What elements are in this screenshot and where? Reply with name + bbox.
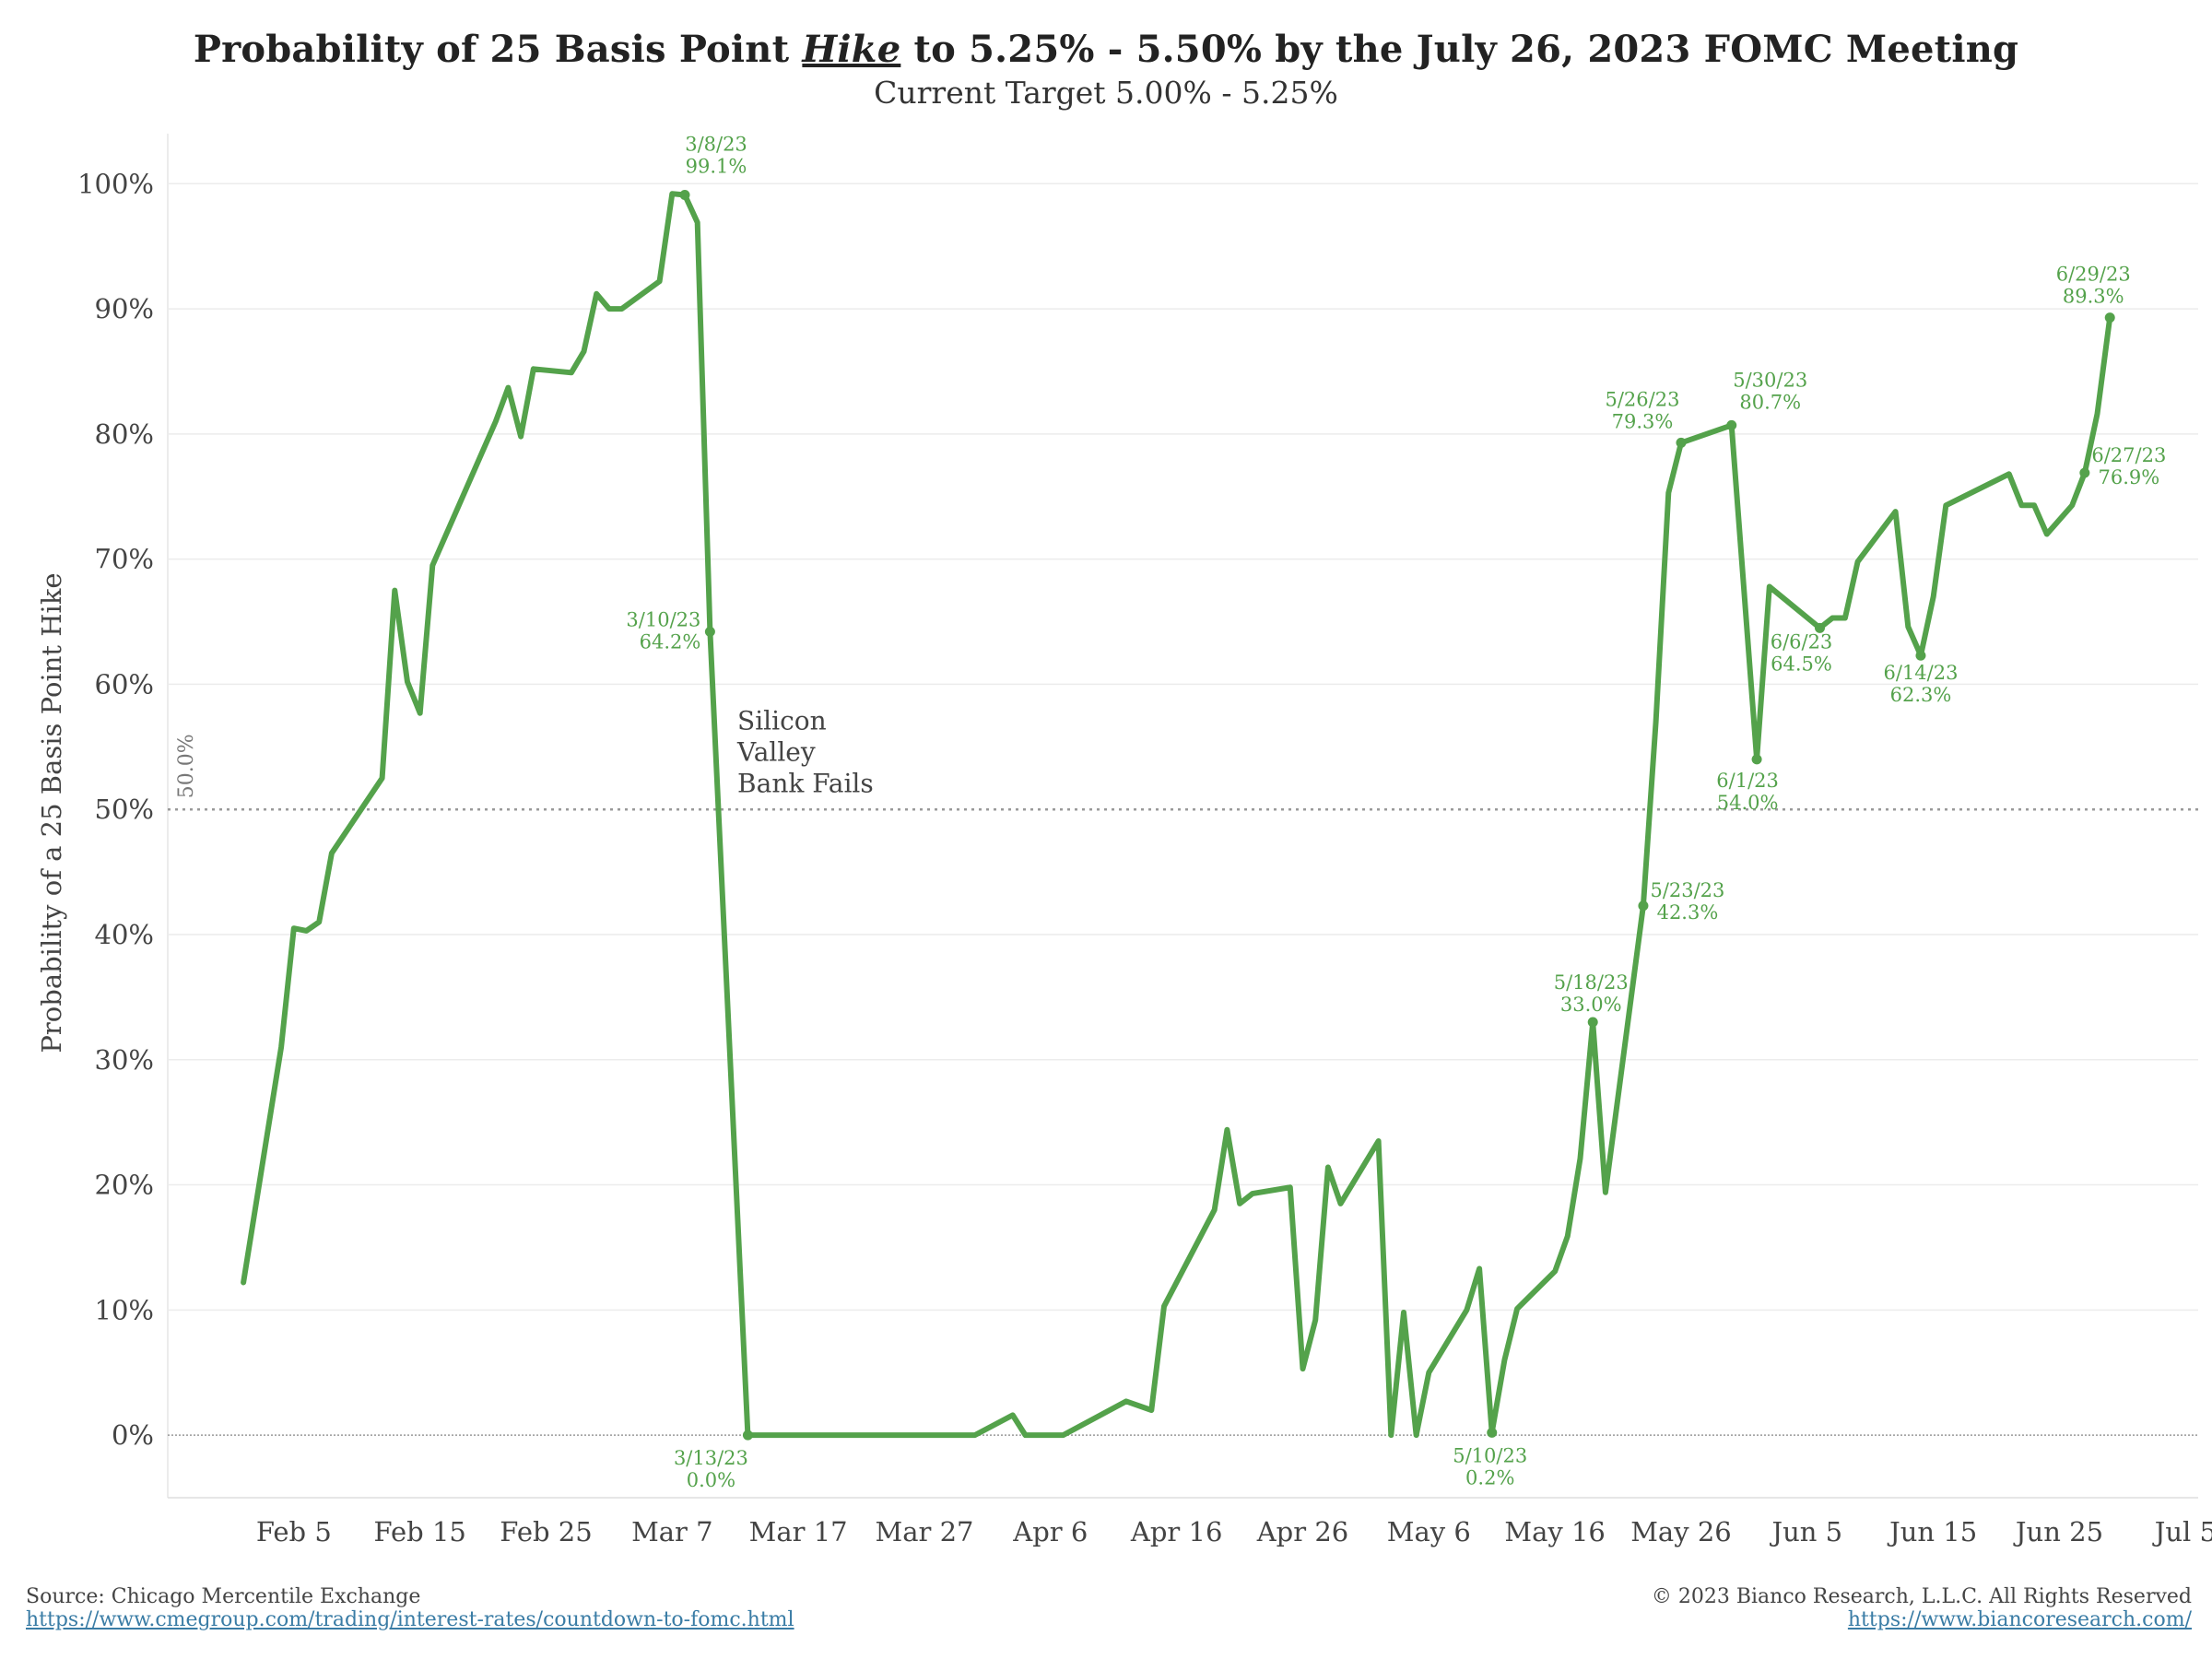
footer-copyright: © 2023 Bianco Research, L.L.C. All Right… <box>1652 1585 2192 1631</box>
line-layer <box>241 191 2113 1439</box>
x-tick-label: Jun 15 <box>1887 1516 1977 1547</box>
annotation-date-label: 3/8/23 <box>685 134 747 156</box>
annotation-date-label: 5/18/23 <box>1554 971 1629 994</box>
x-tick-label: Mar 27 <box>876 1516 974 1547</box>
y-tick-label: 70% <box>95 544 154 575</box>
x-tick-label: May 16 <box>1504 1516 1606 1547</box>
annotation-value-label: 64.5% <box>1771 653 1832 675</box>
series-line <box>241 191 2113 1439</box>
annotation-marker <box>1815 622 1826 633</box>
annotation-value-label: 54.0% <box>1717 792 1779 814</box>
x-tick-label: Jun 5 <box>1769 1516 1842 1547</box>
annotation-marker <box>1587 1017 1598 1028</box>
y-tick-label: 60% <box>95 668 154 700</box>
y-tick-label: 30% <box>95 1044 154 1076</box>
x-tick-label: Feb 15 <box>373 1516 465 1547</box>
x-tick-label: Feb 5 <box>256 1516 332 1547</box>
chart-title-post: to 5.25% - 5.50% by the July 26, 2023 FO… <box>900 28 2019 71</box>
annotation-value-label: 0.2% <box>1465 1466 1514 1488</box>
event-note-line: Valley <box>736 737 816 768</box>
x-tick-label: Apr 26 <box>1256 1516 1349 1547</box>
annotation-marker <box>1638 900 1649 912</box>
chart-title-pre: Probability of 25 Basis Point <box>193 28 803 71</box>
y-tick-label: 10% <box>95 1294 154 1325</box>
annotation-date-label: 5/10/23 <box>1453 1444 1527 1466</box>
x-tick-label: Jul 5 <box>2152 1516 2212 1547</box>
event-note-line: Bank Fails <box>737 769 874 799</box>
annotation-value-label: 0.0% <box>687 1469 735 1491</box>
annotation-marker <box>679 190 690 201</box>
annotation-date-label: 6/6/23 <box>1771 630 1833 653</box>
y-tick-label: 50% <box>95 794 154 825</box>
annotation-marker <box>2104 312 2115 324</box>
annotation-value-label: 76.9% <box>2098 466 2159 488</box>
annotation-marker <box>1751 754 1762 765</box>
annotation-date-label: 6/1/23 <box>1716 770 1779 792</box>
annotation-value-label: 64.2% <box>640 630 701 653</box>
x-tick-label: May 26 <box>1630 1516 1732 1547</box>
x-tick-label: Feb 25 <box>500 1516 592 1547</box>
annotation-value-label: 42.3% <box>1657 901 1719 924</box>
annotation-marker <box>742 1430 753 1441</box>
annotation-date-label: 5/26/23 <box>1606 388 1680 410</box>
x-tick-label: Apr 6 <box>1012 1516 1088 1547</box>
y-tick-label: 100% <box>77 168 154 199</box>
annotation-marker <box>1726 419 1737 430</box>
y-tick-label: 90% <box>95 293 154 324</box>
source-text: Source: Chicago Mercentile Exchange <box>26 1585 421 1608</box>
annotation-date-label: 3/13/23 <box>674 1447 748 1469</box>
annotation-marker <box>1487 1427 1498 1438</box>
annotation-marker <box>1676 437 1687 448</box>
y-tick-label: 80% <box>95 418 154 450</box>
annotation-date-label: 5/30/23 <box>1733 369 1807 391</box>
x-tick-label: May 6 <box>1387 1516 1471 1547</box>
x-tick-label: Jun 25 <box>2013 1516 2103 1547</box>
annotation-date-label: 3/10/23 <box>626 608 700 630</box>
annotation-value-label: 80.7% <box>1739 391 1801 413</box>
annotation-date-label: 6/29/23 <box>2056 264 2131 286</box>
axis-layer: 0% 10% 20% 30% 40% 50% 60% 70% 80% 90% 100% Feb 5 Fe… <box>77 168 2212 1547</box>
annotation-marker <box>704 626 715 637</box>
annotation-value-label: 89.3% <box>2063 286 2124 308</box>
footer-source: Source: Chicago Mercentile Exchange http… <box>26 1585 794 1631</box>
reference-layer: 50.0% <box>168 734 2198 1436</box>
annotation-value-label: 79.3% <box>1612 410 1674 432</box>
annotation-value-label: 99.1% <box>686 156 747 178</box>
grid-layer <box>167 134 2198 1499</box>
x-tick-label: Mar 17 <box>749 1516 848 1547</box>
event-note-line: Silicon <box>737 706 827 736</box>
annotation-value-label: 62.3% <box>1890 684 1952 706</box>
annotation-marker <box>2079 467 2090 478</box>
source-link[interactable]: https://www.cmegroup.com/trading/interes… <box>26 1608 794 1631</box>
annotation-date-label: 6/27/23 <box>2091 444 2166 466</box>
y-tick-label: 40% <box>95 919 154 950</box>
x-tick-label: Mar 7 <box>631 1516 713 1547</box>
reference-line-label: 50.0% <box>175 734 198 798</box>
annotation-date-label: 6/14/23 <box>1883 662 1958 684</box>
y-axis-title: Probability of a 25 Basis Point Hike <box>36 572 67 1053</box>
site-link[interactable]: https://www.biancoresearch.com/ <box>1847 1608 2192 1631</box>
copyright-text: © 2023 Bianco Research, L.L.C. All Right… <box>1651 1585 2192 1608</box>
annotation-marker <box>1915 650 1926 661</box>
title-block: Probability of 25 Basis Point Hike to 5.… <box>0 28 2212 111</box>
y-tick-label: 0% <box>112 1419 154 1451</box>
annotation-value-label: 33.0% <box>1560 994 1622 1016</box>
chart-title: Probability of 25 Basis Point Hike to 5.… <box>0 28 2212 71</box>
y-tick-label: 20% <box>95 1170 154 1201</box>
x-tick-label: Apr 16 <box>1130 1516 1223 1547</box>
chart-subtitle: Current Target 5.00% - 5.25% <box>874 75 1338 111</box>
chart-title-emphasis: Hike <box>802 28 901 71</box>
annotation-date-label: 5/23/23 <box>1650 879 1724 901</box>
